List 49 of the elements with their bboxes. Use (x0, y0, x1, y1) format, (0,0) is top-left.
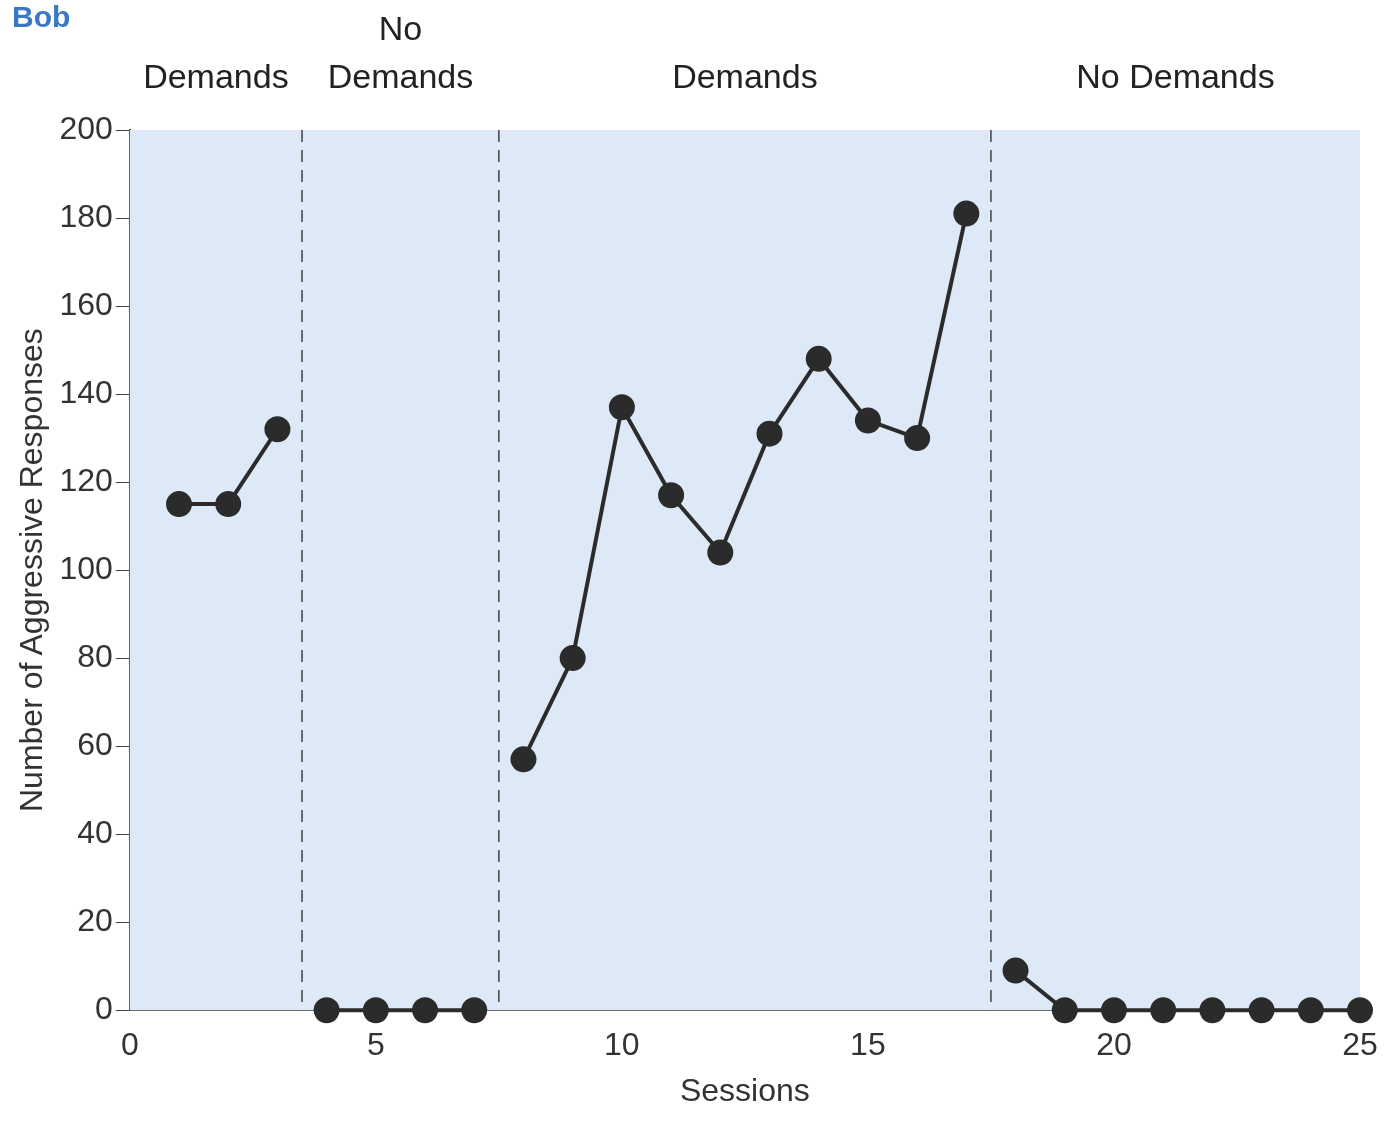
y-tick-label: 160 (59, 285, 113, 322)
x-tick-label: 25 (1342, 1026, 1378, 1063)
point (559, 645, 586, 672)
band-label: No Demands (327, 9, 474, 95)
point (658, 482, 685, 509)
point (412, 997, 439, 1024)
point (1002, 957, 1029, 984)
point (1199, 997, 1226, 1024)
point (362, 997, 389, 1024)
point (313, 997, 340, 1024)
y-tick-label: 200 (59, 109, 113, 146)
point (510, 746, 537, 773)
y-tick-label: 40 (77, 813, 113, 850)
point (707, 539, 734, 566)
y-tick-label: 0 (94, 990, 113, 1027)
band-label: No Demands (1076, 57, 1275, 95)
point (461, 997, 488, 1024)
y-tick-label: 80 (77, 637, 113, 674)
y-tick-label: 120 (59, 461, 113, 498)
point (1347, 997, 1373, 1024)
point (756, 420, 783, 447)
band-label: Demands (143, 57, 289, 95)
point (1150, 997, 1177, 1024)
point (166, 491, 192, 518)
point (1100, 997, 1127, 1024)
y-tick-label: 140 (59, 373, 113, 410)
point (854, 407, 881, 434)
point (904, 425, 931, 452)
point (953, 200, 980, 227)
x-tick-label: 0 (120, 1026, 139, 1063)
x-tick-label: 15 (850, 1026, 886, 1063)
x-tick-label: 5 (366, 1026, 385, 1063)
x-tick-label: 20 (1096, 1026, 1132, 1063)
point (215, 491, 242, 518)
point (1051, 997, 1078, 1024)
y-tick-label: 60 (77, 725, 113, 762)
y-tick-label: 100 (59, 549, 113, 586)
point (264, 416, 291, 443)
point (1297, 997, 1324, 1024)
chart-title: Bob (12, 0, 71, 34)
point (608, 394, 635, 421)
point (805, 345, 832, 372)
x-axis-title: Sessions (679, 1071, 810, 1108)
point (1248, 997, 1275, 1024)
y-tick-label: 180 (59, 197, 113, 234)
x-tick-label: 10 (604, 1026, 640, 1063)
band-label: Demands (672, 57, 818, 95)
y-axis-title: Number of Aggressive Responses (13, 328, 50, 812)
y-tick-label: 20 (77, 902, 113, 939)
